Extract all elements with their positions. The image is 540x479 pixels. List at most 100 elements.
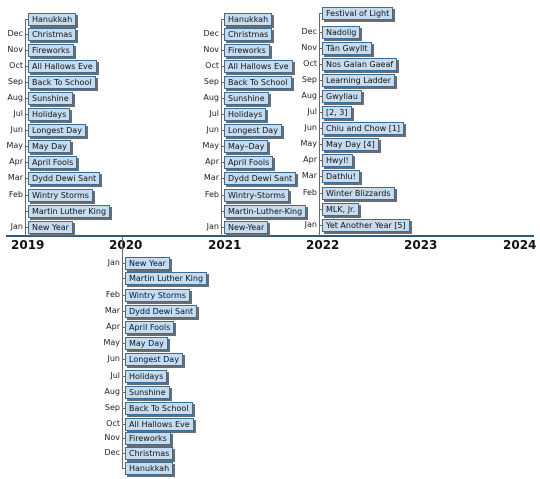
month-label: Dec (301, 27, 317, 36)
event-box: Fireworks (28, 44, 74, 57)
event-connector (122, 408, 125, 409)
event-connector (319, 193, 322, 194)
event-connector (221, 66, 224, 67)
event-connector (122, 468, 125, 469)
event-box: Hanukkah (224, 13, 273, 26)
month-label: Mar (104, 306, 120, 315)
month-label: Mar (7, 173, 23, 182)
month-label: Apr (106, 322, 120, 331)
event-box: Hanukkah (28, 13, 77, 26)
month-label: Nov (203, 45, 219, 54)
month-label: Sep (7, 77, 23, 86)
event-box: Longest Day (28, 124, 86, 137)
event-connector (25, 66, 28, 67)
month-label: Oct (303, 59, 317, 68)
year-label-2021: 2021 (208, 238, 242, 252)
event-connector (25, 82, 28, 83)
event-box: All Hallows Eve (28, 60, 97, 73)
event-connector (319, 176, 322, 177)
event-box: Dydd Dewi Sant (125, 305, 198, 318)
event-box: Longest Day (224, 124, 282, 137)
event-connector (319, 144, 322, 145)
month-label: Mar (203, 173, 219, 182)
month-label: Jul (209, 109, 219, 118)
event-connector (221, 34, 224, 35)
event-connector (25, 211, 28, 212)
event-box: Christmas (28, 28, 77, 41)
event-box: Fireworks (125, 432, 171, 445)
event-box: Dydd Dewi Sant (28, 172, 101, 185)
month-label: Feb (302, 188, 317, 197)
event-connector (319, 128, 322, 129)
timeline-2020-spine (122, 237, 123, 468)
event-connector (122, 392, 125, 393)
event-connector (221, 50, 224, 51)
event-connector (122, 438, 125, 439)
event-connector (25, 178, 28, 179)
event-connector (319, 48, 322, 49)
month-label: Jun (304, 123, 318, 132)
event-box: Sunshine (125, 386, 170, 399)
event-box: May–Day (224, 140, 269, 153)
event-connector (319, 13, 322, 14)
event-connector (221, 178, 224, 179)
month-label: Nov (301, 43, 317, 52)
event-box: Sunshine (224, 92, 269, 105)
month-label: Nov (104, 433, 120, 442)
event-connector (221, 146, 224, 147)
event-box: Hwyl! (322, 154, 353, 167)
event-box: Dydd Dewi Sant (224, 172, 297, 185)
event-connector (122, 343, 125, 344)
month-label: Dec (203, 29, 219, 38)
event-connector (122, 376, 125, 377)
month-label: May (202, 141, 219, 150)
month-label: Aug (301, 91, 317, 100)
event-connector (221, 19, 224, 20)
event-box: [2, 3] (322, 106, 352, 119)
event-box: Martin Luther King (125, 272, 208, 285)
event-connector (221, 211, 224, 212)
event-box: Back To School (125, 402, 193, 415)
event-box: May Day [4] (322, 138, 379, 151)
month-label: Apr (9, 157, 23, 166)
year-label-2019: 2019 (11, 238, 45, 252)
timeline-2021-spine (221, 19, 222, 236)
event-box: April Fools (28, 156, 78, 169)
time-axis (6, 235, 534, 237)
month-label: Feb (8, 190, 23, 199)
event-connector (221, 82, 224, 83)
month-label: Dec (7, 29, 23, 38)
month-label: May (300, 139, 317, 148)
event-box: Learning Ladder (322, 74, 395, 87)
event-box: Back To School (224, 76, 292, 89)
month-label: May (6, 141, 23, 150)
event-box: New Year (125, 257, 170, 270)
event-connector (319, 112, 322, 113)
month-label: Sep (104, 403, 120, 412)
event-box: Hanukkah (125, 462, 174, 475)
month-label: Aug (7, 93, 23, 102)
event-connector (122, 359, 125, 360)
event-connector (122, 424, 125, 425)
event-connector (25, 34, 28, 35)
month-label: Mar (301, 171, 317, 180)
event-connector (122, 263, 125, 264)
month-label: Aug (203, 93, 219, 102)
event-connector (122, 453, 125, 454)
event-box: Christmas (125, 447, 174, 460)
event-box: May Day (28, 140, 71, 153)
event-box: Holidays (28, 108, 71, 121)
month-label: Oct (106, 419, 120, 428)
event-box: Dathlu! (322, 170, 360, 183)
event-box: Sunshine (28, 92, 73, 105)
event-connector (122, 278, 125, 279)
event-box: Fireworks (224, 44, 270, 57)
month-label: Jul (307, 107, 317, 116)
month-label: Oct (9, 61, 23, 70)
event-box: Chiu and Chow [1] (322, 122, 405, 135)
event-connector (25, 114, 28, 115)
month-label: Jan (107, 258, 120, 267)
event-box: Wintry-Storms (224, 189, 290, 202)
event-connector (221, 162, 224, 163)
year-label-2024: 2024 (503, 238, 537, 252)
